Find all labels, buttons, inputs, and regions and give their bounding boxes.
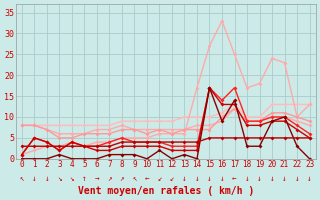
Text: ↓: ↓ bbox=[282, 174, 287, 183]
Text: ↙: ↙ bbox=[157, 174, 162, 183]
Text: ↓: ↓ bbox=[207, 174, 212, 183]
Text: ↘: ↘ bbox=[57, 174, 62, 183]
Text: ↓: ↓ bbox=[307, 174, 312, 183]
Text: ↗: ↗ bbox=[107, 174, 112, 183]
Text: ↙: ↙ bbox=[170, 174, 174, 183]
Text: ↓: ↓ bbox=[270, 174, 274, 183]
X-axis label: Vent moyen/en rafales ( km/h ): Vent moyen/en rafales ( km/h ) bbox=[77, 186, 254, 196]
Text: ↓: ↓ bbox=[245, 174, 249, 183]
Text: ↓: ↓ bbox=[295, 174, 300, 183]
Text: ↓: ↓ bbox=[182, 174, 187, 183]
Text: ←: ← bbox=[232, 174, 237, 183]
Text: ↓: ↓ bbox=[220, 174, 224, 183]
Text: ↓: ↓ bbox=[257, 174, 262, 183]
Text: ↑: ↑ bbox=[82, 174, 87, 183]
Text: ↖: ↖ bbox=[20, 174, 24, 183]
Text: ↓: ↓ bbox=[32, 174, 36, 183]
Text: ↘: ↘ bbox=[69, 174, 74, 183]
Text: ↓: ↓ bbox=[195, 174, 199, 183]
Text: ↓: ↓ bbox=[44, 174, 49, 183]
Text: ←: ← bbox=[145, 174, 149, 183]
Text: ↖: ↖ bbox=[132, 174, 137, 183]
Text: →: → bbox=[95, 174, 99, 183]
Text: ↗: ↗ bbox=[120, 174, 124, 183]
